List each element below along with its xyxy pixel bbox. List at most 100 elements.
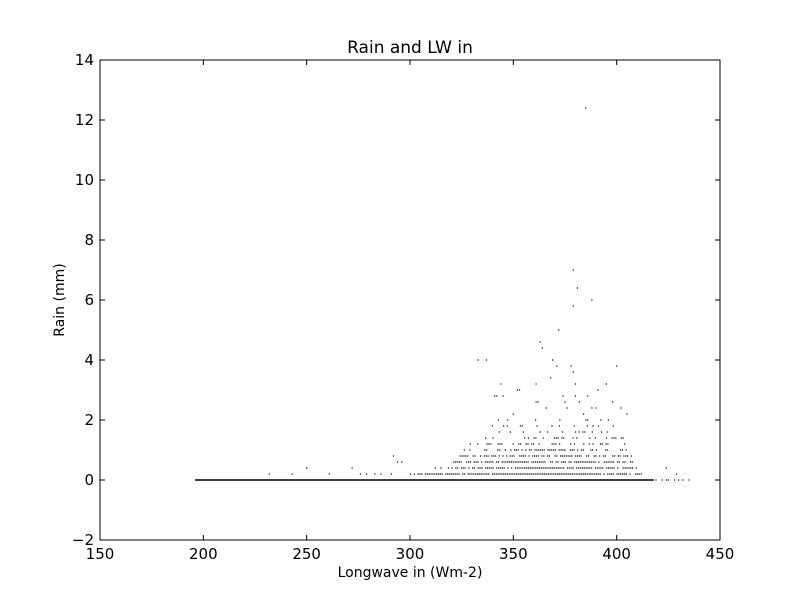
data-point (551, 443, 553, 445)
data-point (485, 467, 487, 469)
data-point (506, 473, 508, 475)
data-point (439, 473, 441, 475)
data-point (603, 473, 605, 475)
data-point (563, 437, 565, 439)
data-point (464, 467, 466, 469)
data-point (538, 461, 540, 463)
data-point (504, 473, 507, 475)
data-point (584, 431, 586, 433)
y-tick-label: −2 (72, 531, 94, 549)
data-point (524, 467, 526, 469)
data-point (540, 473, 542, 475)
data-point (477, 359, 479, 361)
data-point (616, 365, 618, 367)
data-point (484, 473, 486, 475)
data-point (618, 473, 620, 475)
data-point (457, 467, 459, 469)
data-point (564, 461, 566, 463)
data-point (529, 467, 531, 469)
data-point (626, 413, 628, 415)
data-point (551, 467, 554, 469)
data-point (434, 473, 436, 475)
data-point (268, 473, 271, 475)
data-point (490, 443, 492, 445)
data-point (606, 449, 609, 451)
data-point (599, 443, 602, 445)
data-point (613, 437, 615, 439)
data-point (516, 461, 518, 463)
data-point (587, 461, 589, 463)
x-tick-label: 150 (86, 545, 115, 563)
data-point (517, 449, 519, 451)
data-point (592, 425, 594, 427)
data-point (596, 467, 598, 469)
data-point (574, 383, 576, 385)
data-point (577, 449, 579, 451)
data-point (512, 443, 514, 445)
data-point (551, 473, 553, 475)
data-point (517, 473, 520, 475)
data-point (553, 449, 555, 451)
data-point (473, 473, 475, 475)
data-point (499, 473, 501, 475)
data-point (624, 443, 626, 445)
data-point (523, 473, 525, 475)
data-point (603, 461, 606, 463)
data-point (591, 467, 593, 469)
data-point (510, 449, 512, 451)
data-point (616, 461, 619, 463)
data-point (458, 473, 460, 475)
data-point (625, 473, 627, 475)
data-point (555, 437, 557, 439)
data-point (590, 461, 593, 463)
data-point (548, 455, 551, 457)
data-point (513, 455, 515, 457)
data-point (413, 473, 415, 475)
data-point (625, 449, 627, 451)
data-point (559, 419, 561, 421)
data-point (518, 467, 520, 469)
data-point (558, 329, 560, 331)
data-point (569, 455, 571, 457)
data-point (521, 449, 523, 451)
data-point (547, 455, 549, 457)
data-point (556, 473, 559, 475)
data-point (488, 473, 490, 475)
data-point (620, 407, 622, 409)
data-point (452, 473, 454, 475)
data-point (568, 461, 570, 463)
data-point (573, 443, 576, 445)
data-point (590, 449, 592, 451)
data-point (606, 431, 608, 433)
data-point (573, 473, 575, 475)
data-point (568, 473, 570, 475)
data-point (545, 473, 547, 475)
x-axis-label: Longwave in (Wm-2) (338, 565, 483, 581)
data-point (640, 473, 642, 475)
data-point (536, 461, 539, 463)
data-point (600, 467, 602, 469)
data-point (507, 461, 509, 463)
data-point (579, 461, 581, 463)
data-point (328, 473, 330, 475)
data-point (537, 467, 539, 469)
data-point (585, 419, 587, 421)
data-point (401, 461, 403, 463)
data-point (580, 449, 583, 451)
data-point (533, 467, 535, 469)
data-point (607, 473, 609, 475)
data-point (585, 467, 587, 469)
data-point (530, 473, 533, 475)
data-point (510, 461, 513, 463)
data-point (591, 407, 593, 409)
data-point (578, 467, 580, 469)
data-point (516, 473, 518, 475)
data-point (525, 443, 527, 445)
data-point (655, 479, 657, 481)
data-point (618, 461, 620, 463)
data-point (605, 461, 607, 463)
data-point (551, 449, 553, 451)
data-point (462, 467, 464, 469)
data-point (622, 437, 624, 439)
data-point (678, 479, 680, 481)
